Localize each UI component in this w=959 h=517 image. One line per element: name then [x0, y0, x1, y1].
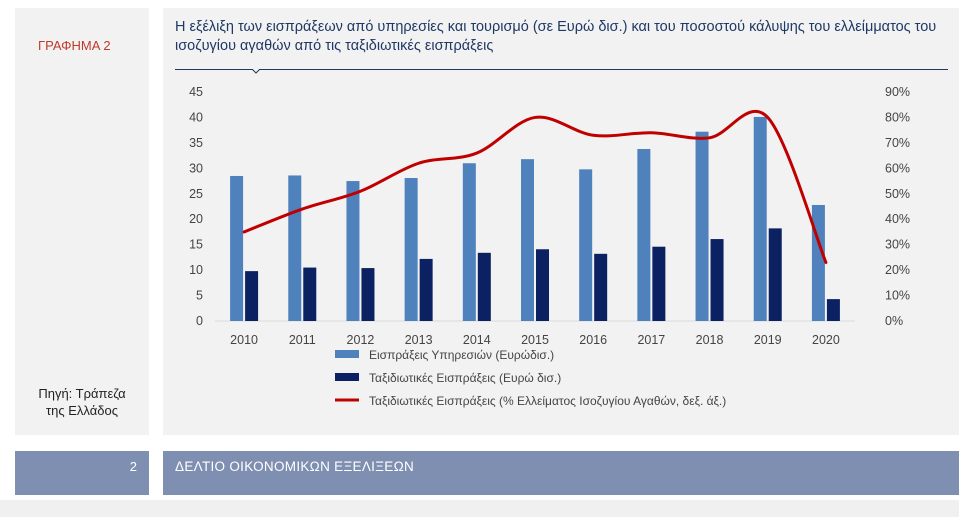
y2-tick-label: 10%: [885, 289, 910, 303]
bar-services-receipts: [230, 175, 244, 321]
bar-services-receipts: [521, 159, 534, 321]
y2-tick-label: 60%: [885, 161, 910, 175]
y-tick-label: 20: [189, 212, 203, 226]
legend-label-travel: Ταξιδιωτικές Εισπράξεις (Ευρώ δισ.): [369, 371, 561, 385]
bar-travel-receipts: [594, 253, 608, 321]
title-notch-icon: [252, 69, 260, 74]
legend-label-coverage: Ταξιδιωτικές Εισπράξεις (% Ελλείματος Ισ…: [369, 394, 726, 408]
bar-travel-receipts: [477, 252, 491, 321]
bar-services-receipts: [753, 116, 767, 322]
bar-services-receipts: [404, 178, 418, 321]
y-tick-label: 0: [196, 314, 203, 328]
combo-chart: 0 5 10 15 20 25 30 35 40 45 0% 10% 20% 30% 40% 50% 60% 70…: [189, 85, 910, 408]
coverage-line: [242, 109, 828, 264]
legend-swatch-services: [335, 350, 359, 358]
bar-travel-receipts: [419, 258, 433, 321]
page-number: 2: [129, 459, 137, 474]
y2-tick-label: 0%: [885, 314, 903, 328]
source-line-1: Πηγή: Τράπεζα: [38, 386, 126, 401]
y-tick-label: 35: [189, 136, 203, 150]
top-strip: [0, 0, 959, 4]
y-tick-label: 5: [196, 289, 203, 303]
x-tick-label: 2020: [812, 333, 840, 347]
title-rule: [175, 69, 948, 70]
bar-services-receipts: [637, 148, 651, 321]
source-note: Πηγή: Τράπεζα της Ελλάδος: [15, 385, 149, 419]
y2-tick-label: 50%: [885, 187, 910, 201]
sidebar-panel: [15, 8, 149, 435]
graph-label: ΓΡΑΦΗΜΑ 2: [38, 38, 111, 53]
y-tick-label: 30: [189, 161, 203, 175]
x-tick-label: 2012: [347, 333, 375, 347]
source-line-2: της Ελλάδος: [46, 403, 118, 418]
bar-travel-receipts: [710, 239, 724, 321]
footer-right-band: [163, 451, 959, 495]
bulletin-title: ΔΕΛΤΙΟ ΟΙΚΟΝΟΜΙΚΩΝ ΕΞΕΛΙΞΕΩΝ: [175, 459, 415, 474]
bar-services-receipts: [695, 131, 709, 321]
y2-tick-label: 90%: [885, 85, 910, 99]
x-tick-label: 2017: [637, 333, 665, 347]
y2-tick-label: 70%: [885, 136, 910, 150]
bar-services-receipts: [811, 204, 825, 321]
x-tick-label: 2013: [405, 333, 433, 347]
bar-travel-receipts: [361, 268, 375, 321]
x-tick-label: 2011: [289, 333, 316, 347]
y2-tick-label: 30%: [885, 238, 910, 252]
y-tick-label: 45: [189, 85, 203, 99]
bar-travel-receipts: [536, 249, 549, 321]
y2-tick-label: 80%: [885, 110, 910, 124]
y-tick-label: 25: [189, 187, 203, 201]
chart-title: Η εξέλιξη των εισπράξεων από υπηρεσίες κ…: [175, 19, 937, 54]
bar-services-receipts: [579, 169, 593, 321]
bar-travel-receipts: [303, 267, 317, 321]
footer-left-band: [15, 451, 149, 495]
y2-tick-label: 20%: [885, 263, 910, 277]
x-tick-label: 2019: [754, 333, 782, 347]
legend-label-services: Εισπράξεις Υπηρεσιών (Ευρώδισ.): [369, 348, 554, 362]
x-tick-label: 2015: [521, 333, 549, 347]
bar-services-receipts: [462, 163, 476, 321]
y-tick-label: 40: [189, 110, 203, 124]
bar-services-receipts: [346, 181, 360, 321]
bar-travel-receipts: [652, 246, 666, 321]
x-tick-label: 2010: [230, 333, 258, 347]
x-tick-label: 2016: [579, 333, 607, 347]
legend-swatch-travel: [335, 373, 359, 381]
bar-travel-receipts: [768, 228, 782, 321]
bar-travel-receipts: [826, 299, 840, 321]
bar-services-receipts: [288, 175, 302, 321]
bottom-band: [0, 500, 959, 517]
x-tick-label: 2014: [463, 333, 491, 347]
y-tick-label: 15: [189, 238, 203, 252]
y2-tick-label: 40%: [885, 212, 910, 226]
bar-travel-receipts: [245, 271, 259, 321]
x-tick-label: 2018: [696, 333, 724, 347]
y-tick-label: 10: [189, 263, 203, 277]
